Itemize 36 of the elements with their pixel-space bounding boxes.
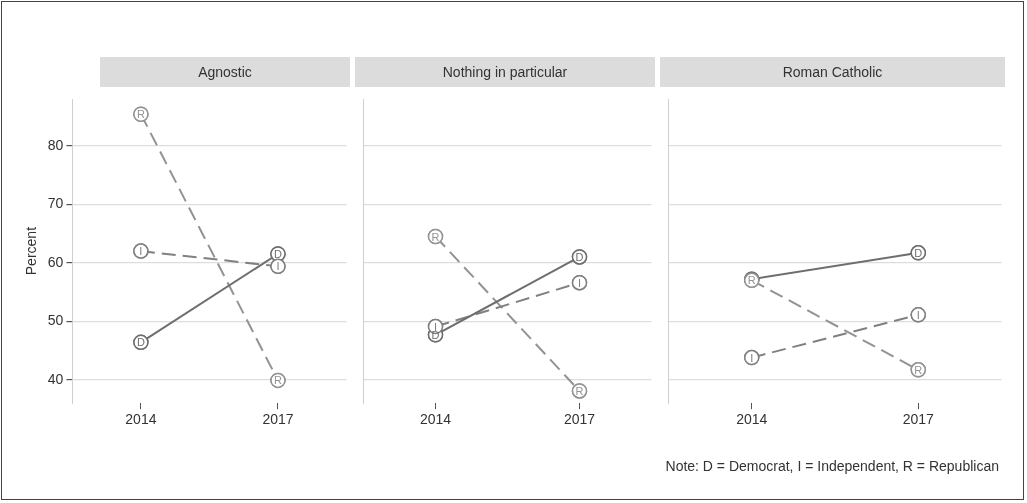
- text: I: [276, 260, 280, 273]
- x-tick-label: 2014: [419, 411, 452, 428]
- y-tick-label: 60: [47, 253, 64, 270]
- series-label: R: [136, 108, 145, 121]
- point: [270, 258, 286, 275]
- point: [133, 243, 149, 259]
- text: R: [914, 363, 923, 376]
- text: D: [136, 336, 145, 349]
- x-tick-label: 2014: [736, 411, 768, 428]
- series-label: R: [747, 274, 756, 287]
- x-tick-label: 2017: [563, 411, 596, 428]
- x-tick-label: 2017: [262, 411, 294, 428]
- text: I: [750, 351, 754, 364]
- y-tick-label: 70: [47, 195, 64, 212]
- text: Note: D = Democrat, I = Independent, R = Republican: [665, 458, 999, 474]
- text: R: [273, 374, 282, 387]
- series-label: R: [431, 230, 440, 243]
- chart-title: Roman Catholic: [660, 57, 1005, 87]
- x-tick-label: 2017: [902, 411, 935, 428]
- point: [744, 349, 760, 366]
- y-tick-label: 40: [47, 370, 64, 387]
- y-axis-title: Percent: [23, 226, 40, 276]
- series-label: I: [139, 245, 143, 258]
- chart-title: Agnostic: [100, 57, 350, 87]
- text: R: [575, 384, 584, 397]
- series-label: I: [577, 276, 582, 289]
- point: [910, 307, 926, 323]
- point: [571, 274, 588, 291]
- y-tick-label: 50: [47, 312, 64, 329]
- chart-title: Nothing in particular: [355, 57, 655, 87]
- x-tick-label: 2014: [125, 411, 157, 428]
- series-label: D: [273, 248, 282, 261]
- y-tick-label: 80: [47, 136, 64, 153]
- series-label: D: [575, 250, 584, 263]
- series-label: I: [916, 308, 920, 321]
- series-label: D: [914, 246, 923, 259]
